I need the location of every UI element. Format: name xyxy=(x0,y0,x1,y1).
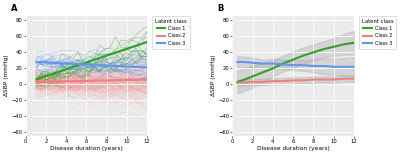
X-axis label: Disease duration (years): Disease duration (years) xyxy=(50,146,123,151)
Y-axis label: ΔSBP (mmHg): ΔSBP (mmHg) xyxy=(4,55,9,96)
Legend: Class 1, Class 2, Class 3: Class 1, Class 2, Class 3 xyxy=(359,16,397,49)
Y-axis label: ΔSBP (mmHg): ΔSBP (mmHg) xyxy=(211,55,216,96)
Legend: Class 1, Class 2, Class 3: Class 1, Class 2, Class 3 xyxy=(152,16,190,49)
X-axis label: Disease duration (years): Disease duration (years) xyxy=(257,146,330,151)
Text: B: B xyxy=(218,4,224,13)
Text: A: A xyxy=(11,4,18,13)
